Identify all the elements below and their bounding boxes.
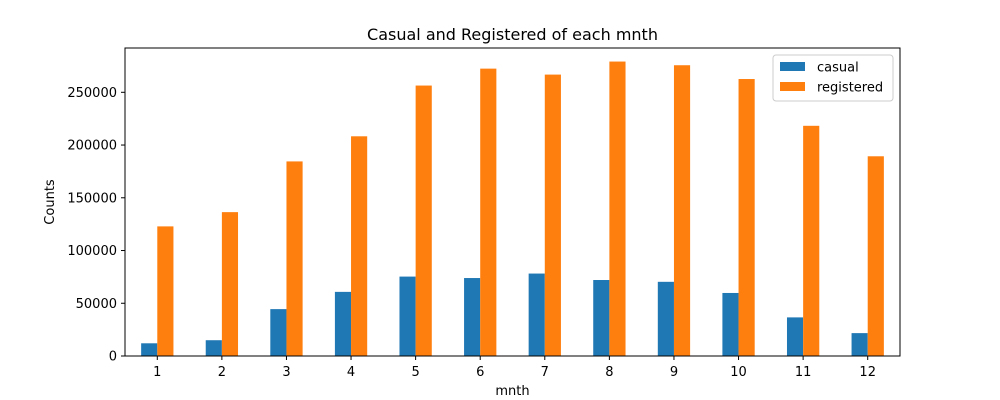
legend-label-casual: casual — [817, 61, 859, 76]
y-tick-label: 200000 — [67, 139, 117, 154]
y-tick-label: 250000 — [67, 86, 117, 101]
bar-registered-1 — [157, 226, 174, 356]
bar-casual-9 — [657, 281, 674, 356]
x-tick-label: 10 — [730, 365, 747, 380]
plot-area — [141, 61, 884, 357]
x-tick-label: 5 — [411, 365, 419, 380]
x-tick-label: 3 — [282, 365, 290, 380]
x-tick-label: 9 — [670, 365, 678, 380]
y-tick-label: 100000 — [67, 244, 117, 259]
bar-casual-4 — [334, 291, 352, 356]
legend-swatch-registered — [780, 82, 805, 91]
bar-casual-10 — [722, 292, 739, 356]
legend: casual registered — [772, 54, 894, 102]
bar-registered-5 — [415, 85, 432, 357]
bar-casual-3 — [270, 309, 287, 356]
y-axis-label: Counts — [43, 179, 58, 225]
legend-swatch-casual — [780, 62, 805, 71]
y-tick-label: 50000 — [76, 297, 117, 312]
x-tick-label: 11 — [795, 365, 812, 380]
bar-casual-6 — [464, 278, 481, 356]
bar-registered-7 — [544, 74, 561, 356]
bar-registered-12 — [867, 156, 884, 356]
bar-casual-7 — [528, 273, 545, 356]
y-tick-label: 150000 — [67, 191, 117, 206]
bar-casual-2 — [205, 340, 222, 356]
x-tick-label: 6 — [476, 365, 484, 380]
bar-registered-8 — [609, 61, 626, 357]
x-tick-label: 1 — [153, 365, 161, 380]
x-axis-label: mnth — [495, 384, 529, 399]
bar-registered-4 — [351, 136, 368, 356]
bar-registered-11 — [803, 125, 820, 356]
bar-registered-6 — [480, 68, 497, 356]
bar-casual-11 — [786, 317, 804, 356]
y-tick-label: 0 — [109, 350, 117, 365]
plot-frame — [124, 47, 901, 357]
x-tick-label: 12 — [859, 365, 876, 380]
legend-label-registered: registered — [817, 81, 883, 96]
bar-registered-10 — [738, 79, 755, 357]
bar-casual-1 — [141, 343, 158, 356]
bar-casual-5 — [399, 276, 416, 356]
x-tick-label: 2 — [218, 365, 226, 380]
x-tick-label: 8 — [605, 365, 613, 380]
bar-casual-12 — [851, 333, 868, 356]
bar-registered-2 — [221, 212, 239, 356]
chart-title: Casual and Registered of each mnth — [367, 25, 658, 44]
bar-casual-8 — [593, 280, 610, 356]
x-axis: 1 2 3 4 5 6 7 8 9 10 11 12 — [153, 356, 876, 380]
bar-registered-3 — [286, 161, 303, 356]
bar-registered-9 — [673, 65, 691, 356]
y-axis: 0 50000 100000 150000 200000 250000 — [67, 86, 125, 365]
x-tick-label: 4 — [347, 365, 355, 380]
x-tick-label: 7 — [541, 365, 549, 380]
